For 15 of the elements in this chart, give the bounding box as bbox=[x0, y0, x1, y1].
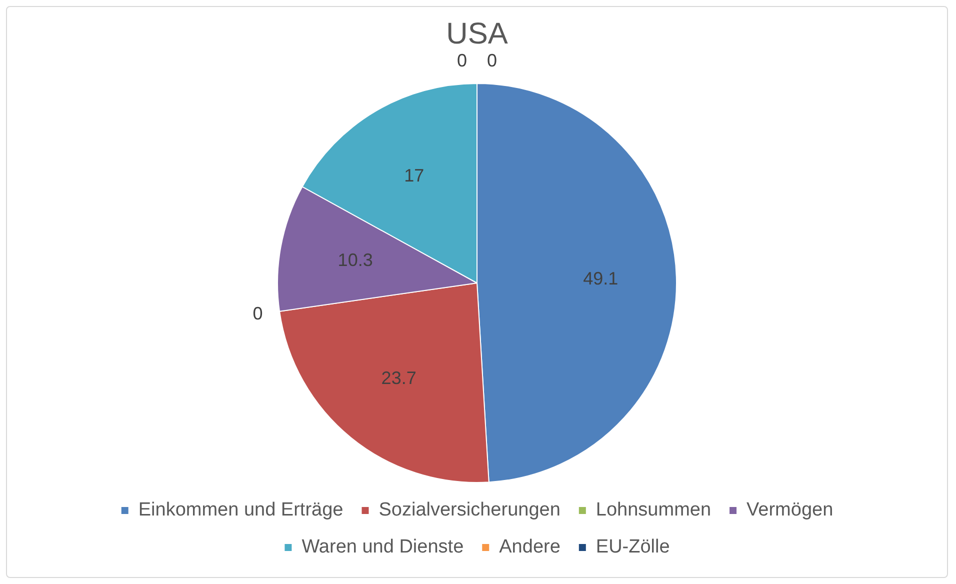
legend-label: Waren und Dienste bbox=[302, 536, 464, 558]
legend-label: EU-Zölle bbox=[596, 536, 670, 558]
legend-label: Andere bbox=[499, 536, 560, 558]
chart-title: USA bbox=[446, 17, 508, 50]
legend-label: Einkommen und Erträge bbox=[138, 500, 344, 521]
data-label: 49.1 bbox=[583, 268, 618, 288]
data-label: 10.3 bbox=[338, 250, 373, 270]
data-label: 23.7 bbox=[381, 368, 416, 388]
data-label: 17 bbox=[404, 165, 424, 186]
text: 0 bbox=[486, 50, 498, 70]
text: 0 bbox=[252, 303, 263, 324]
legend-label: Lohnsummen bbox=[596, 500, 712, 521]
text: 0 bbox=[456, 50, 468, 70]
legend-label: Sozialversicherungen bbox=[378, 500, 560, 521]
legend-label: Vermögen bbox=[746, 500, 834, 521]
